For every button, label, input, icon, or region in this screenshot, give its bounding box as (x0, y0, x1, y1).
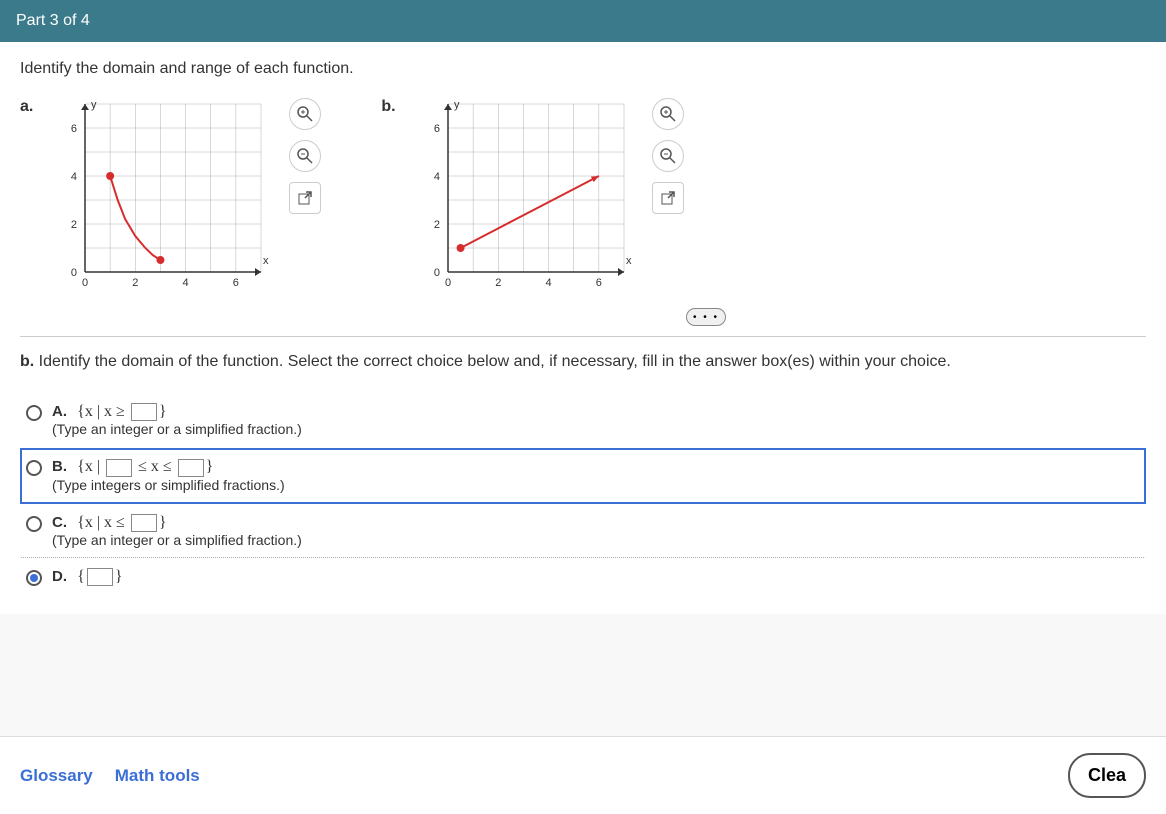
choice-a-hint: (Type an integer or a simplified fractio… (52, 421, 302, 437)
svg-text:6: 6 (71, 123, 77, 135)
zoom-in-icon[interactable] (652, 98, 684, 130)
choice-a-math: {x | x ≥ } (77, 403, 166, 420)
chart-a-block: a. 0 2 4 6 0 2 4 6 x y (20, 94, 321, 294)
choice-c-math: {x | x ≤ } (77, 514, 166, 531)
footer-links: Glossary Math tools (20, 766, 200, 786)
question-text: Identify the domain of the function. Sel… (39, 353, 951, 370)
svg-text:4: 4 (183, 277, 189, 289)
svg-text:6: 6 (233, 277, 239, 289)
choice-a-letter: A. (52, 403, 67, 420)
svg-text:0: 0 (445, 277, 451, 289)
chart-a-label: a. (20, 94, 33, 294)
question-content: Identify the domain and range of each fu… (0, 42, 1166, 614)
svg-text:y: y (91, 99, 97, 111)
svg-text:0: 0 (82, 277, 88, 289)
choice-d-math: {} (77, 568, 122, 585)
input-b1[interactable] (106, 459, 132, 477)
choice-d-body: D. {} (52, 568, 123, 586)
zoom-out-icon[interactable] (652, 140, 684, 172)
svg-text:2: 2 (433, 219, 439, 231)
svg-text:4: 4 (433, 171, 439, 183)
input-a[interactable] (131, 403, 157, 421)
part-title: Part 3 of 4 (16, 12, 90, 29)
svg-text:x: x (626, 255, 632, 267)
radio-d[interactable] (26, 570, 42, 586)
svg-text:4: 4 (71, 171, 77, 183)
part-header: Part 3 of 4 (0, 0, 1166, 42)
choice-c-body: C. {x | x ≤ } (Type an integer or a simp… (52, 514, 302, 549)
prompt-text: Identify the domain and range of each fu… (20, 60, 1146, 78)
clear-button[interactable]: Clea (1068, 753, 1146, 798)
choice-a-body: A. {x | x ≥ } (Type an integer or a simp… (52, 403, 302, 438)
choice-d[interactable]: D. {} (20, 558, 1146, 596)
chart-b-tools (652, 94, 684, 294)
svg-text:x: x (263, 255, 269, 267)
chart-b: 0 2 4 6 0 2 4 6 x y (414, 94, 634, 294)
choice-c[interactable]: C. {x | x ≤ } (Type an integer or a simp… (20, 504, 1146, 558)
svg-text:y: y (454, 99, 460, 111)
question: b. Identify the domain of the function. … (20, 353, 1146, 371)
choice-b-hint: (Type integers or simplified fractions.) (52, 477, 285, 493)
footer: Glossary Math tools Clea (0, 736, 1166, 814)
chart-a-tools (289, 94, 321, 294)
radio-c[interactable] (26, 516, 42, 532)
choice-c-hint: (Type an integer or a simplified fractio… (52, 532, 302, 548)
popout-icon[interactable] (652, 182, 684, 214)
choice-c-letter: C. (52, 514, 67, 531)
chart-a: 0 2 4 6 0 2 4 6 x y (51, 94, 271, 294)
choice-b-math: {x | ≤ x ≤ } (77, 458, 213, 475)
more-row: • • • (20, 308, 1146, 326)
glossary-link[interactable]: Glossary (20, 766, 93, 786)
zoom-in-icon[interactable] (289, 98, 321, 130)
math-tools-link[interactable]: Math tools (115, 766, 200, 786)
choice-a[interactable]: A. {x | x ≥ } (Type an integer or a simp… (20, 393, 1146, 448)
chart-b-block: b. 0 2 4 6 0 2 4 6 x y (381, 94, 683, 294)
input-b2[interactable] (178, 459, 204, 477)
svg-text:6: 6 (595, 277, 601, 289)
svg-text:6: 6 (433, 123, 439, 135)
svg-text:2: 2 (71, 219, 77, 231)
divider (20, 336, 1146, 337)
input-d[interactable] (87, 568, 113, 586)
svg-text:4: 4 (545, 277, 551, 289)
choice-b-letter: B. (52, 458, 67, 475)
chart-b-label: b. (381, 94, 395, 294)
svg-text:0: 0 (71, 267, 77, 279)
choice-b[interactable]: B. {x | ≤ x ≤ } (Type integers or simpli… (20, 448, 1146, 503)
radio-b[interactable] (26, 460, 42, 476)
more-button[interactable]: • • • (686, 308, 726, 326)
popout-icon[interactable] (289, 182, 321, 214)
charts-row: a. 0 2 4 6 0 2 4 6 x y b. 0 2 4 6 0 2 4 6 x y (20, 94, 1146, 294)
svg-text:2: 2 (495, 277, 501, 289)
question-label: b. (20, 353, 34, 370)
svg-text:0: 0 (433, 267, 439, 279)
choice-d-letter: D. (52, 568, 67, 585)
zoom-out-icon[interactable] (289, 140, 321, 172)
choice-b-body: B. {x | ≤ x ≤ } (Type integers or simpli… (52, 458, 285, 493)
input-c[interactable] (131, 514, 157, 532)
radio-a[interactable] (26, 405, 42, 421)
svg-text:2: 2 (133, 277, 139, 289)
